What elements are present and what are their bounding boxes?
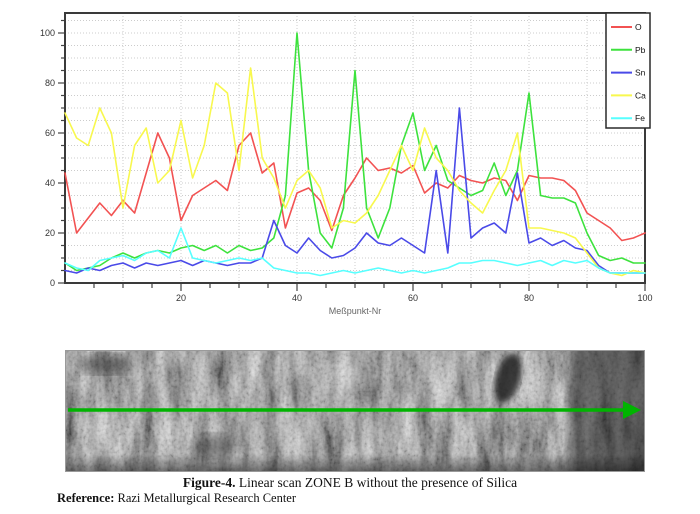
series-Fe (64, 227, 646, 277)
sem-shadow-2 (193, 434, 237, 458)
linescan-chart: 20 40 60 80 100 0 20 40 60 80 100 Meßpunkt-Nr O Pb Sn C… (40, 12, 653, 316)
legend-label-Pb: Pb (635, 45, 646, 55)
x-tick-label: 80 (524, 293, 534, 303)
y-tick-label: 80 (45, 78, 55, 88)
gridlines (65, 13, 646, 283)
legend-label-Fe: Fe (635, 113, 645, 123)
legend-box (605, 12, 651, 129)
figure-reference: Reference: Razi Metallurgical Research C… (57, 491, 697, 506)
y-tick-label: 100 (40, 28, 55, 38)
x-axis-label: Meßpunkt-Nr (329, 306, 382, 316)
figure-caption-text: Linear scan ZONE B without the presence … (235, 475, 518, 490)
sem-highlight (335, 371, 395, 389)
linescan-chart-svg: 20 40 60 80 100 0 20 40 60 80 100 Meßpunkt-Nr O Pb Sn C… (40, 12, 653, 316)
series-Pb (64, 32, 646, 272)
x-tick-label: 60 (408, 293, 418, 303)
sem-bottom-shade (65, 454, 645, 472)
legend-label-Ca: Ca (635, 90, 646, 100)
legend: O Pb Sn Ca Fe (605, 12, 651, 129)
y-tick-label: 40 (45, 178, 55, 188)
plot-frame (64, 12, 646, 284)
x-tick-label: 40 (292, 293, 302, 303)
legend-label-Sn: Sn (635, 68, 646, 78)
sem-svg (65, 350, 645, 472)
series-O (64, 132, 646, 242)
figure-caption: Figure-4. Linear scan ZONE B without the… (0, 475, 700, 491)
x-tick-label: 100 (637, 293, 652, 303)
sem-image (65, 350, 645, 472)
series-Sn (64, 107, 646, 274)
sem-shadow-1 (79, 354, 131, 374)
y-tick-label: 20 (45, 228, 55, 238)
sem-border (65, 350, 645, 472)
sem-cavity (494, 353, 522, 403)
series-Ca (64, 67, 646, 277)
legend-label-O: O (635, 22, 642, 32)
figure-reference-label: Reference: (57, 491, 115, 505)
y-tick-label: 0 (50, 278, 55, 288)
figure-reference-text: Razi Metallurgical Research Center (114, 491, 297, 505)
y-tick-label: 60 (45, 128, 55, 138)
figure-caption-label: Figure-4. (182, 475, 236, 490)
x-tick-label: 20 (176, 293, 186, 303)
axis-ticks: 20 40 60 80 100 0 20 40 60 80 100 (40, 19, 653, 303)
scan-arrow-icon (623, 401, 641, 419)
